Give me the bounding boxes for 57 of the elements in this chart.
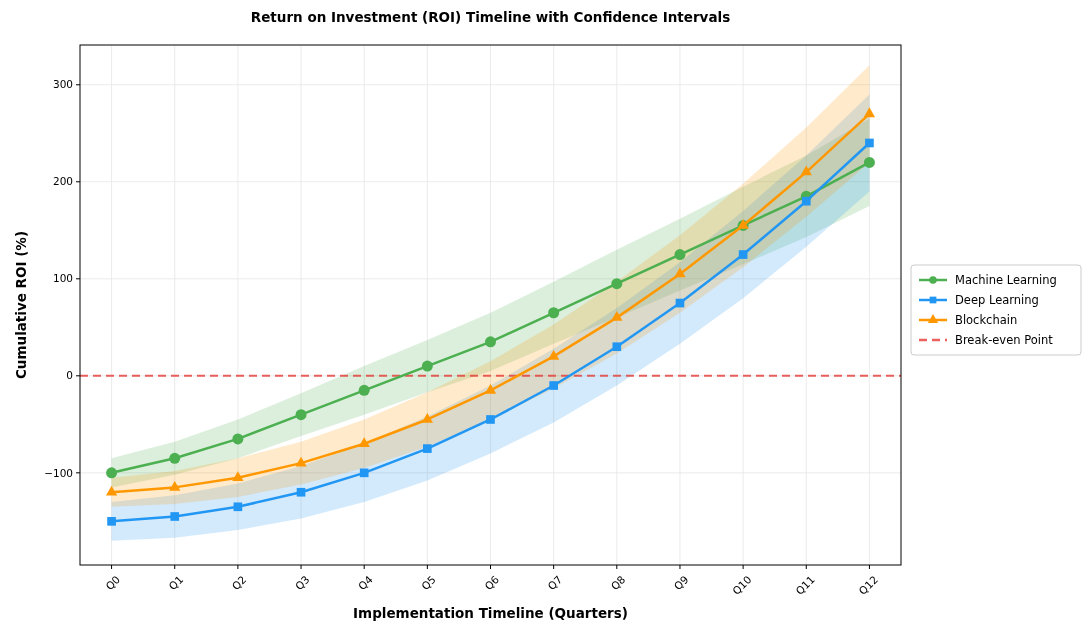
- y-tick-label: 100: [52, 272, 73, 285]
- point: [358, 437, 370, 447]
- point: [296, 487, 306, 497]
- x-tick-label: Q7: [545, 573, 565, 593]
- point: [484, 383, 497, 394]
- y-tick-label: 200: [52, 175, 73, 188]
- legend-label: Deep Learning: [955, 293, 1039, 308]
- legend-label: Blockchain: [955, 313, 1018, 328]
- point: [169, 480, 181, 491]
- point: [548, 307, 560, 319]
- x-tick-label: Q0: [103, 573, 123, 593]
- point: [801, 196, 811, 206]
- x-tick-label: Q1: [166, 573, 186, 593]
- x-tick-label: Q4: [355, 572, 376, 593]
- point: [863, 156, 875, 168]
- point: [674, 267, 686, 278]
- legend-label: Machine Learning: [955, 273, 1057, 288]
- legend-label: Break-even Point: [955, 333, 1054, 348]
- x-tick-label: Q6: [482, 572, 502, 593]
- point: [232, 471, 244, 481]
- chart-title: Return on Investment (ROI) Timeline with Confidence Intervals: [250, 9, 731, 25]
- point: [486, 415, 495, 424]
- point: [548, 349, 560, 360]
- x-tick-label: Q3: [292, 573, 312, 593]
- x-tick-label: Q5: [418, 573, 438, 593]
- point: [295, 456, 307, 467]
- point: [863, 107, 876, 118]
- point: [359, 468, 369, 478]
- point: [738, 250, 748, 259]
- point: [611, 311, 623, 321]
- y-tick-label: −100: [44, 466, 73, 479]
- point: [612, 342, 622, 352]
- x-tick-label: Q9: [671, 573, 691, 593]
- point: [421, 360, 433, 372]
- x-tick-label: Q2: [229, 573, 249, 593]
- point: [865, 138, 874, 148]
- point: [421, 412, 433, 423]
- y-tick-label: 300: [52, 78, 73, 91]
- y-tick-label: 0: [66, 369, 73, 382]
- point: [800, 165, 812, 176]
- x-tick-label: Q8: [608, 573, 628, 593]
- point: [674, 249, 686, 261]
- point: [485, 336, 496, 348]
- point: [169, 452, 181, 464]
- point: [423, 444, 432, 453]
- point: [549, 381, 558, 390]
- point: [358, 384, 370, 396]
- point: [295, 409, 307, 421]
- point: [611, 278, 623, 290]
- x-tick-label: Q11: [793, 573, 817, 597]
- point: [233, 502, 243, 512]
- point: [107, 517, 116, 526]
- point: [232, 433, 244, 445]
- x-axis-title: Implementation Timeline (Quarters): [353, 605, 628, 621]
- point: [106, 467, 118, 479]
- y-axis-title: Cumulative ROI (%): [13, 230, 29, 380]
- point: [170, 512, 180, 521]
